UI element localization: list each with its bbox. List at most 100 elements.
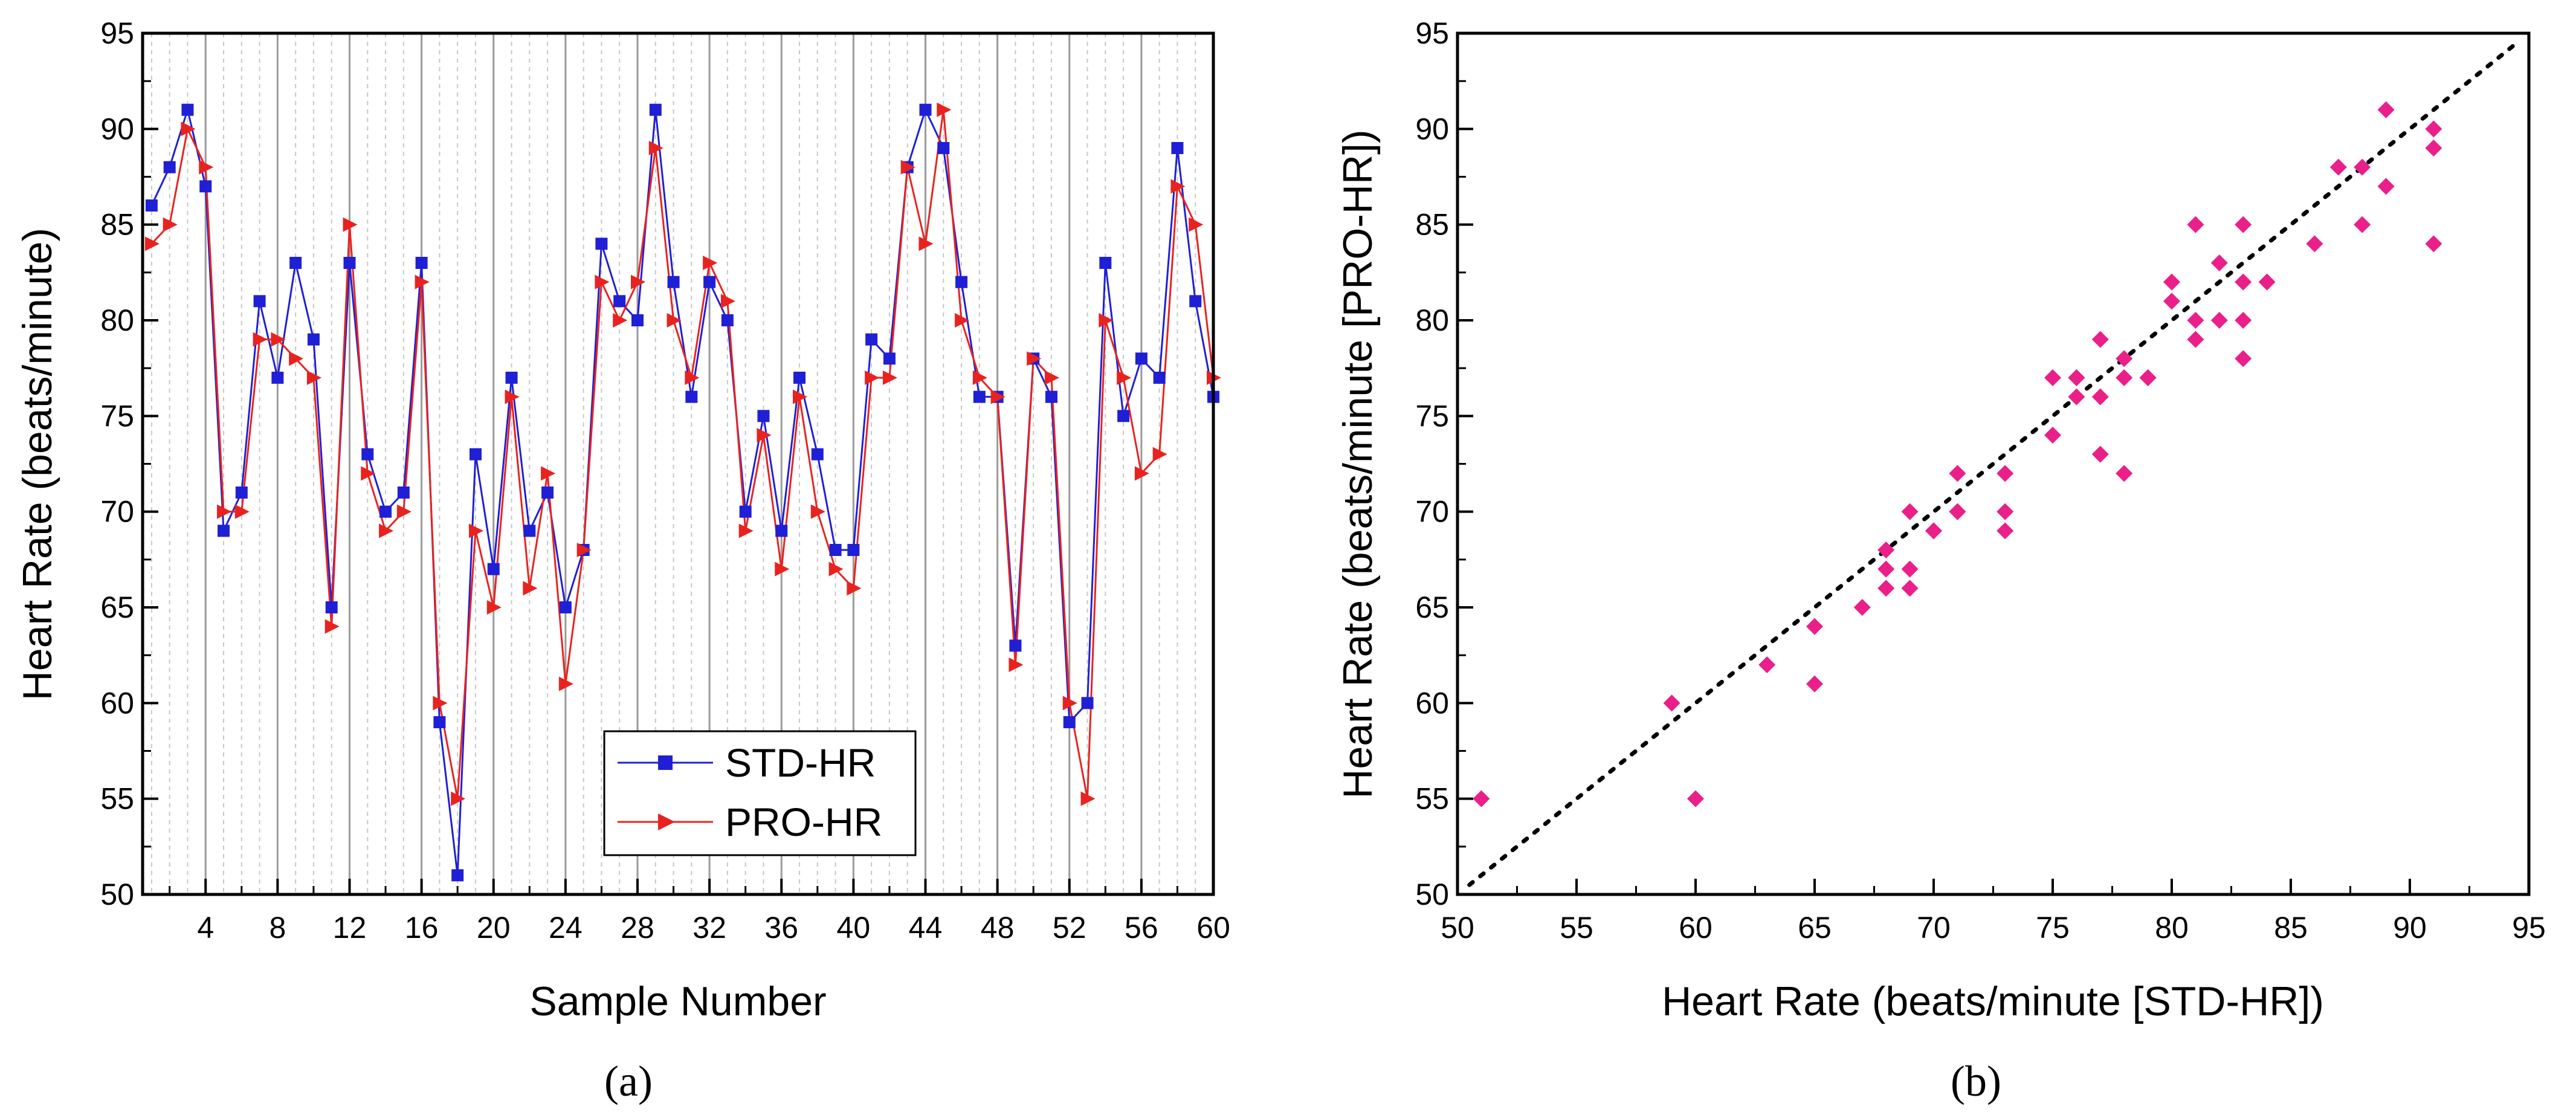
data-point-pro [613, 313, 628, 328]
reference-line [1467, 40, 2519, 887]
y-tick-label: 65 [100, 590, 134, 624]
series-layer [144, 102, 1221, 882]
data-point-std [1153, 372, 1166, 384]
scatter-point [2116, 369, 2133, 386]
data-point-pro [306, 370, 321, 385]
scatter-point [2163, 293, 2180, 310]
x-tick-label: 56 [1125, 911, 1158, 945]
data-point-pro [937, 102, 952, 117]
data-point-pro [505, 389, 520, 404]
scatter-point [1949, 465, 1966, 482]
legend: STD-HR PRO-HR [603, 730, 917, 856]
legend-marker-pro [658, 813, 675, 830]
data-point-pro [757, 428, 772, 442]
data-point-std [145, 199, 158, 212]
y-tick-label: 60 [1415, 686, 1449, 720]
scatter-point [2377, 101, 2395, 118]
x-tick-label: 8 [269, 911, 286, 945]
data-point-std [433, 716, 446, 728]
data-point-pro [379, 523, 394, 538]
data-point-pro [703, 256, 718, 270]
y-tick-label: 50 [100, 878, 134, 911]
scatter-point [2235, 350, 2252, 367]
data-point-pro [486, 600, 502, 615]
data-point-std [1189, 295, 1202, 308]
data-point-std [937, 142, 950, 154]
data-point-std [1171, 142, 1184, 154]
data-point-std [361, 448, 374, 461]
scatter-point [2354, 216, 2371, 233]
scatter-point [1925, 522, 1942, 540]
data-point-pro [199, 160, 214, 175]
data-point-pro [955, 313, 970, 328]
scatter-point [2139, 369, 2157, 386]
scatter-point [2163, 273, 2180, 291]
scatter-point [2235, 273, 2252, 291]
x-tick-label: 55 [1560, 911, 1593, 945]
y-tick-label: 60 [100, 686, 134, 720]
line-chart-panel: 4 8 12 16 20 24 28 32 36 40 44 48 52 56 60505560657075… [15, 16, 1230, 1105]
y-tick-label: 70 [100, 495, 134, 529]
x-tick-label: 70 [1917, 911, 1951, 945]
data-point-pro [1080, 791, 1096, 806]
data-point-std [181, 103, 194, 116]
data-point-pro [523, 581, 538, 596]
y-tick-label: 65 [1415, 590, 1449, 624]
data-point-std [1135, 352, 1148, 365]
x-axis-title: Sample Number [529, 978, 826, 1024]
x-tick-label: 40 [837, 911, 871, 945]
y-tick-label: 90 [1415, 112, 1449, 146]
y-axis-title: Heart Rate (beats/minute) [15, 228, 60, 700]
scatter-point [1949, 503, 1966, 520]
scatter-point [1901, 580, 1919, 597]
scatter-point [1877, 560, 1895, 578]
x-tick-label: 60 [1196, 911, 1230, 945]
data-point-pro [343, 217, 358, 232]
y-tick-label: 70 [1415, 495, 1449, 529]
data-point-std [289, 257, 302, 269]
scatter-point [2354, 158, 2371, 176]
scatter-point [2235, 216, 2252, 233]
data-point-std [469, 448, 482, 461]
scatter-point [2187, 331, 2204, 348]
data-point-pro [324, 619, 340, 634]
axis-ticks: 4 8 12 16 20 24 28 32 36 40 44 48 52 56 60505560657075… [100, 16, 1230, 945]
scatter-point [2210, 312, 2228, 329]
scatter-point [2425, 140, 2442, 157]
scatter-point [1901, 560, 1919, 578]
data-point-std [235, 486, 248, 499]
x-tick-label: 80 [2155, 911, 2189, 945]
scatter-point [2187, 216, 2204, 233]
data-point-pro [271, 332, 286, 347]
x-tick-label: 20 [477, 911, 511, 945]
data-point-pro [289, 351, 304, 366]
scatter-point [2258, 273, 2276, 291]
x-tick-label: 60 [1679, 911, 1712, 945]
data-point-pro [990, 389, 1006, 404]
data-point-pro [217, 504, 232, 519]
legend-label-pro: PRO-HR [725, 800, 882, 844]
scatter-point [2068, 388, 2085, 406]
scatter-point [2091, 388, 2109, 406]
data-point-std [721, 314, 734, 326]
scatter-point [1473, 790, 1490, 807]
scatter-point [2377, 178, 2395, 195]
data-point-pro [865, 370, 880, 385]
data-point-std [631, 314, 644, 326]
y-axis-title: Heart Rate (beats/minute [PRO-HR]) [1335, 129, 1381, 798]
data-point-pro [234, 504, 250, 519]
data-point-pro [558, 676, 573, 691]
scatter-point [1758, 656, 1776, 673]
scatter-point [2235, 312, 2252, 329]
scatter-point [2116, 350, 2133, 367]
data-point-std [325, 601, 338, 613]
x-tick-label: 32 [692, 911, 726, 945]
scatter-point [2044, 369, 2061, 386]
data-point-std [883, 352, 896, 365]
scatter-point [2425, 120, 2442, 138]
grid [150, 33, 1196, 894]
scatter-points [1473, 101, 2442, 807]
data-point-std [955, 276, 968, 288]
x-tick-label: 90 [2393, 911, 2427, 945]
data-point-std [271, 372, 284, 384]
